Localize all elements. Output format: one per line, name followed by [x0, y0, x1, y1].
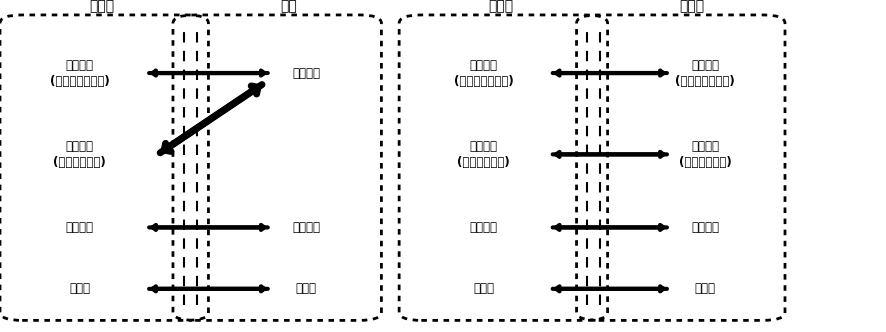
- Text: 등심조직
(근내지방포함): 등심조직 (근내지방포함): [456, 140, 509, 169]
- Text: 수소: 수소: [280, 0, 296, 13]
- Text: 등심조직
(근내지방포함): 등심조직 (근내지방포함): [678, 140, 731, 169]
- Text: 간조직: 간조직: [295, 282, 316, 295]
- Text: 거세우: 거세우: [89, 0, 114, 13]
- Text: 간조직: 간조직: [472, 282, 494, 295]
- Text: 피하지방: 피하지방: [291, 221, 320, 234]
- Text: 피하지방: 피하지방: [469, 221, 497, 234]
- Text: 간조직: 간조직: [69, 282, 90, 295]
- Text: 피하지방: 피하지방: [66, 221, 94, 234]
- Text: 피하지방: 피하지방: [690, 221, 719, 234]
- Text: 등심조직
(근내지방불포함): 등심조직 (근내지방불포함): [50, 58, 110, 88]
- Text: 간조직: 간조직: [694, 282, 715, 295]
- Text: 등심조직
(근내지방불포함): 등심조직 (근내지방불포함): [674, 58, 734, 88]
- Text: 고급육: 고급육: [488, 0, 513, 13]
- Text: 저급육: 저급육: [679, 0, 703, 13]
- Text: 등심조직
(근내지방불포함): 등심조직 (근내지방불포함): [453, 58, 513, 88]
- Text: 등심조직
(근내지방포함): 등심조직 (근내지방포함): [53, 140, 106, 169]
- Text: 등심조직: 등심조직: [291, 66, 320, 80]
